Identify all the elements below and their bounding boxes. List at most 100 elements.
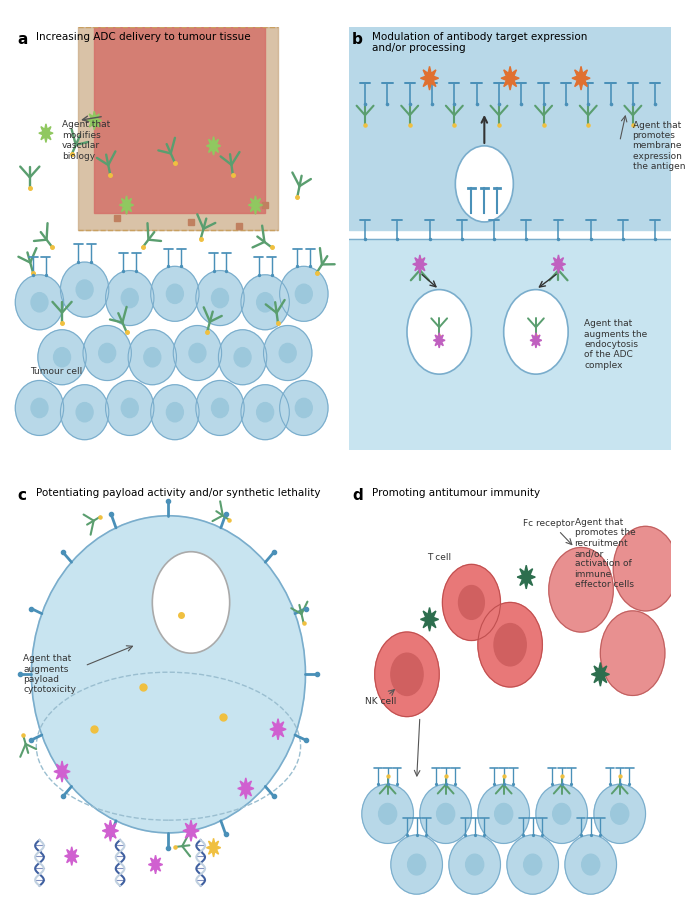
Text: NK cell: NK cell xyxy=(365,697,397,706)
Ellipse shape xyxy=(15,275,64,330)
Polygon shape xyxy=(572,66,590,90)
Circle shape xyxy=(443,564,501,640)
Polygon shape xyxy=(183,820,199,841)
Polygon shape xyxy=(119,196,134,214)
Polygon shape xyxy=(149,856,162,874)
Ellipse shape xyxy=(121,398,138,418)
Text: Promoting antitumour immunity: Promoting antitumour immunity xyxy=(371,488,540,498)
Ellipse shape xyxy=(196,380,244,435)
Polygon shape xyxy=(551,255,566,274)
Ellipse shape xyxy=(391,835,443,894)
Text: Agent that
augments the
endocytosis
of the ADC
complex: Agent that augments the endocytosis of t… xyxy=(584,320,647,370)
Ellipse shape xyxy=(151,267,199,322)
Ellipse shape xyxy=(264,325,312,380)
Ellipse shape xyxy=(553,803,571,824)
Text: Agent that
augments
payload
cytotoxicity: Agent that augments payload cytotoxicity xyxy=(23,654,76,694)
Ellipse shape xyxy=(144,347,161,367)
Polygon shape xyxy=(54,761,70,782)
Ellipse shape xyxy=(31,292,48,311)
Circle shape xyxy=(600,611,665,695)
Ellipse shape xyxy=(38,330,86,385)
Ellipse shape xyxy=(189,344,206,363)
Ellipse shape xyxy=(166,284,184,303)
Polygon shape xyxy=(78,27,278,231)
Circle shape xyxy=(549,548,613,632)
Ellipse shape xyxy=(257,403,273,421)
Ellipse shape xyxy=(76,280,93,300)
Ellipse shape xyxy=(295,284,312,303)
Polygon shape xyxy=(64,846,79,866)
Ellipse shape xyxy=(611,803,629,824)
Ellipse shape xyxy=(173,325,222,380)
Bar xyxy=(349,239,671,451)
Text: Modulation of antibody target expression
and/or processing: Modulation of antibody target expression… xyxy=(371,32,587,53)
Ellipse shape xyxy=(478,784,530,844)
Ellipse shape xyxy=(241,275,289,330)
Ellipse shape xyxy=(60,385,109,440)
Ellipse shape xyxy=(582,855,600,875)
Polygon shape xyxy=(413,255,427,274)
Ellipse shape xyxy=(436,803,455,824)
Ellipse shape xyxy=(279,344,296,363)
Ellipse shape xyxy=(60,262,109,317)
Circle shape xyxy=(494,624,526,666)
Ellipse shape xyxy=(257,292,273,311)
Ellipse shape xyxy=(362,784,414,844)
Polygon shape xyxy=(206,838,221,857)
Circle shape xyxy=(391,653,423,695)
Ellipse shape xyxy=(32,516,306,833)
Polygon shape xyxy=(517,565,535,589)
Ellipse shape xyxy=(408,855,425,875)
Polygon shape xyxy=(421,607,438,631)
Text: c: c xyxy=(17,488,26,503)
Polygon shape xyxy=(95,27,265,213)
Ellipse shape xyxy=(420,784,471,844)
Ellipse shape xyxy=(121,289,138,308)
Text: Increasing ADC delivery to tumour tissue: Increasing ADC delivery to tumour tissue xyxy=(36,32,251,42)
Text: Potentiating payload activity and/or synthetic lethality: Potentiating payload activity and/or syn… xyxy=(36,488,321,498)
Ellipse shape xyxy=(53,347,71,367)
Ellipse shape xyxy=(151,385,199,440)
Polygon shape xyxy=(530,333,542,348)
Ellipse shape xyxy=(536,784,588,844)
Text: a: a xyxy=(17,32,27,47)
Ellipse shape xyxy=(507,835,558,894)
Ellipse shape xyxy=(99,344,116,363)
Polygon shape xyxy=(591,662,610,686)
Text: Agent that
promotes the
recruitment
and/or
activation of
immune
effector cells: Agent that promotes the recruitment and/… xyxy=(575,518,636,589)
Polygon shape xyxy=(238,778,254,799)
Polygon shape xyxy=(39,124,53,143)
Ellipse shape xyxy=(196,270,244,325)
Polygon shape xyxy=(102,820,119,841)
Ellipse shape xyxy=(594,784,645,844)
Ellipse shape xyxy=(449,835,501,894)
Text: d: d xyxy=(352,488,363,503)
Circle shape xyxy=(478,603,543,687)
Polygon shape xyxy=(249,196,262,214)
Ellipse shape xyxy=(565,835,616,894)
Text: Fc receptor: Fc receptor xyxy=(523,519,575,529)
Ellipse shape xyxy=(523,855,542,875)
Circle shape xyxy=(458,585,484,619)
Circle shape xyxy=(456,146,513,222)
Ellipse shape xyxy=(212,398,229,418)
Polygon shape xyxy=(87,111,101,130)
Text: T cell: T cell xyxy=(427,553,451,562)
Circle shape xyxy=(613,527,677,611)
Ellipse shape xyxy=(105,380,154,435)
Ellipse shape xyxy=(379,803,397,824)
Circle shape xyxy=(503,289,568,374)
Ellipse shape xyxy=(105,270,154,325)
Ellipse shape xyxy=(241,385,289,440)
Ellipse shape xyxy=(295,398,312,418)
Ellipse shape xyxy=(166,403,184,421)
Ellipse shape xyxy=(234,347,251,367)
Ellipse shape xyxy=(128,330,177,385)
Text: Tumour cell: Tumour cell xyxy=(30,367,82,376)
Ellipse shape xyxy=(279,380,328,435)
Ellipse shape xyxy=(219,330,266,385)
Ellipse shape xyxy=(279,267,328,322)
Polygon shape xyxy=(206,136,221,155)
Text: Agent that
modifies
vascular
biology: Agent that modifies vascular biology xyxy=(62,121,110,160)
Ellipse shape xyxy=(15,380,64,435)
